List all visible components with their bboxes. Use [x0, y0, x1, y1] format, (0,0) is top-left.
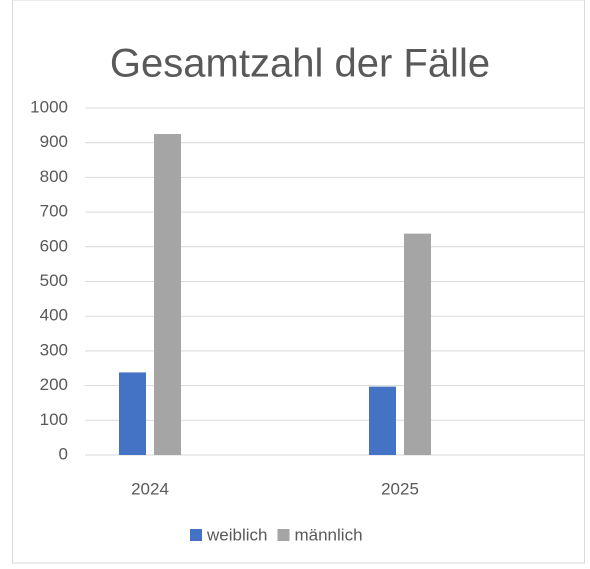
- legend-label: männlich: [294, 525, 362, 544]
- y-tick-label: 400: [40, 306, 68, 325]
- bar: [404, 233, 431, 455]
- bar: [119, 372, 146, 455]
- y-tick-label: 300: [40, 340, 68, 359]
- y-tick-label: 100: [40, 410, 68, 429]
- y-tick-label: 900: [40, 132, 68, 151]
- bar: [369, 386, 396, 455]
- y-tick-label: 800: [40, 167, 68, 186]
- y-tick-label: 600: [40, 236, 68, 255]
- y-tick-label: 700: [40, 202, 68, 221]
- x-tick-label: 2024: [131, 479, 169, 498]
- legend-swatch: [277, 529, 290, 541]
- y-tick-label: 1000: [30, 97, 68, 116]
- chart-title: Gesamtzahl der Fälle: [110, 42, 490, 86]
- y-tick-label: 0: [59, 444, 68, 463]
- x-tick-label: 2025: [381, 479, 419, 498]
- legend-swatch: [190, 529, 202, 541]
- y-tick-label: 500: [40, 271, 68, 290]
- bar: [154, 134, 181, 455]
- y-tick-label: 200: [40, 375, 68, 394]
- legend-label: weiblich: [206, 525, 267, 544]
